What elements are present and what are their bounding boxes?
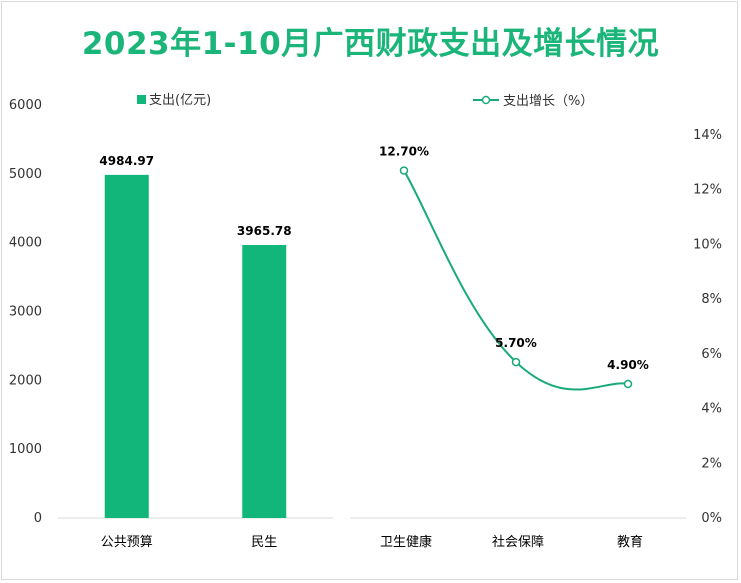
bar	[104, 174, 149, 518]
legend-marker	[481, 95, 491, 105]
legend-swatch	[137, 95, 146, 104]
y-tick-label: 0	[34, 511, 42, 526]
x-tick-label: 卫生健康	[380, 534, 432, 550]
point-value-label: 5.70%	[495, 336, 537, 350]
y2-tick-label: 12%	[693, 183, 722, 198]
bar	[242, 245, 287, 518]
line-point	[399, 166, 409, 175]
chart-title: 2023年1-10月广西财政支出及增长情况	[81, 26, 660, 62]
y2-tick-label: 10%	[693, 237, 722, 252]
x-tick-label: 教育	[617, 534, 643, 550]
point-value-label: 12.70%	[379, 145, 429, 159]
y-tick-label: 2000	[9, 373, 42, 388]
x-tick-label: 社会保障	[492, 534, 544, 550]
y-tick-label: 1000	[9, 442, 42, 457]
series-line	[403, 170, 629, 391]
point-value-label: 4.90%	[607, 358, 649, 372]
y2-tick-label: 2%	[701, 456, 722, 471]
bar-value-label: 4984.97	[99, 154, 154, 168]
x-tick-label: 民生	[251, 535, 277, 550]
line-point	[511, 357, 521, 367]
line-chart: 0% 2% 4% 6% 8% 10% 12% 14% 12.70% 卫生健康 5.70% 社会保障 4.…	[350, 94, 722, 550]
y-tick-label: 3000	[9, 305, 42, 320]
legend-label: 支出增长（%）	[503, 94, 593, 109]
y2-tick-label: 0%	[701, 511, 722, 526]
y-tick-label: 6000	[9, 98, 42, 113]
y2-tick-label: 14%	[693, 128, 722, 143]
line-point	[623, 379, 633, 389]
x-tick-label: 公共预算	[101, 535, 153, 550]
y2-tick-label: 6%	[701, 347, 722, 362]
y2-tick-label: 4%	[701, 402, 722, 417]
y-tick-label: 4000	[9, 236, 42, 251]
bar-chart: 0 1000 2000 3000 4000 5000 6000 4984.97 公共预算 3965…	[9, 93, 333, 550]
bar-value-label: 3965.78	[237, 224, 292, 238]
y-tick-label: 5000	[9, 167, 42, 182]
legend-label: 支出(亿元)	[149, 93, 211, 108]
y2-tick-label: 8%	[701, 292, 722, 307]
